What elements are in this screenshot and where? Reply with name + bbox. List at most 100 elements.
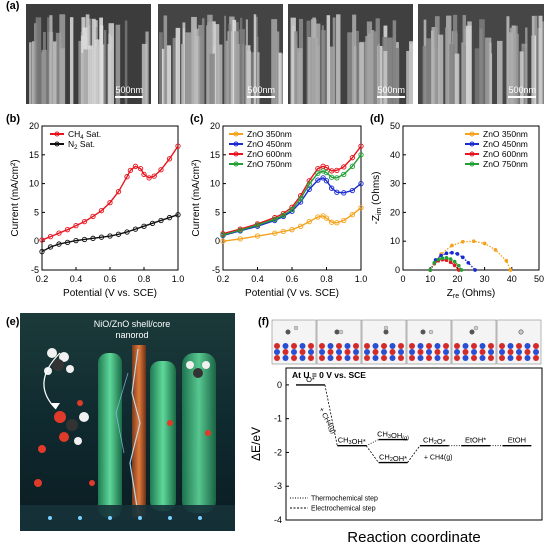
sem-rod — [358, 42, 364, 104]
data-point — [73, 237, 79, 244]
sem-rod — [519, 51, 524, 104]
chart-b: 0.2 0.4 0.6 0.8 1.0 -5 0 5 10 15 20 Potential (V vs… — [10, 121, 184, 299]
lattice-atom — [524, 349, 531, 355]
lattice-atom — [308, 343, 314, 349]
data-point — [334, 189, 340, 195]
data-point — [220, 232, 226, 238]
sem-rod — [465, 25, 472, 104]
sem-rod — [446, 15, 452, 104]
data-point — [237, 227, 243, 233]
sem-rod — [445, 27, 448, 104]
reaction-arrow-head — [50, 403, 60, 409]
sem-rod — [214, 24, 220, 104]
data-point — [141, 223, 147, 229]
legend-label: ZnO 450nm — [483, 139, 528, 149]
lattice-atom — [327, 355, 334, 361]
series-line — [222, 177, 362, 237]
data-point — [450, 250, 454, 255]
lattice-atom — [344, 349, 351, 355]
data-point — [115, 189, 122, 195]
substrate — [20, 505, 235, 531]
nanorod-core — [132, 345, 146, 517]
lattice-atom — [499, 355, 505, 361]
sem-rod — [509, 27, 514, 104]
lattice-atom — [479, 343, 486, 349]
data-point — [254, 222, 261, 228]
y-tick-label: 0 — [277, 380, 282, 390]
legend-label: ZnO 750nm — [247, 159, 292, 169]
legend-label: Thermochemical step — [311, 496, 378, 503]
y-axis-label: Current (mA/cm²) — [191, 159, 202, 236]
data-point — [315, 177, 321, 183]
x-tick-label: 30 — [480, 274, 490, 284]
plot-frame — [402, 125, 540, 271]
sem-rod — [294, 31, 298, 104]
sem-rod — [161, 48, 165, 104]
data-point — [64, 227, 71, 233]
lattice-atom — [274, 349, 280, 355]
lattice-atom — [507, 349, 514, 355]
series-line — [222, 154, 362, 236]
data-point — [323, 164, 330, 171]
lattice-atom — [488, 343, 494, 349]
legend-marker — [233, 151, 239, 157]
scale-bar-2: 500nm — [247, 85, 275, 98]
data-point — [444, 251, 449, 256]
sem-rod — [485, 38, 490, 104]
data-point — [493, 247, 498, 252]
lattice-atom — [327, 349, 334, 355]
data-point — [280, 228, 287, 235]
lattice-atom — [488, 355, 494, 361]
sem-texture-2 — [158, 4, 283, 104]
sem-image-2: 500nm — [158, 4, 283, 104]
data-point — [47, 244, 54, 250]
data-point — [334, 220, 340, 226]
data-point — [124, 174, 130, 180]
sem-rod — [383, 51, 388, 104]
step-connector — [366, 439, 379, 447]
series-line — [41, 214, 179, 253]
step-connector — [365, 445, 379, 463]
lattice-atom — [291, 349, 297, 355]
legend-label: Electrochemical step — [311, 506, 376, 513]
sem-rod — [94, 39, 101, 104]
lattice-atom — [471, 343, 477, 349]
adsorbate-atom — [383, 325, 389, 331]
data-point — [289, 206, 295, 213]
plot-frame — [222, 125, 362, 271]
data-point — [132, 163, 139, 169]
lattice-atom — [409, 343, 415, 349]
x-tick-label: 20 — [452, 274, 462, 284]
data-point — [436, 257, 441, 262]
x-tick-label: 0.6 — [104, 274, 117, 284]
data-point — [90, 213, 96, 220]
data-point — [81, 218, 88, 225]
panel-label-a: (a) — [6, 0, 20, 12]
data-point — [452, 263, 457, 268]
sem-rod — [234, 31, 239, 104]
data-point — [341, 190, 347, 196]
lattice-atom — [344, 343, 351, 349]
series-line — [222, 207, 362, 242]
data-point — [220, 238, 226, 244]
lattice-atom — [524, 355, 531, 361]
lattice-atom — [533, 355, 539, 361]
legend-label: ZnO 350nm — [247, 129, 292, 139]
data-point — [237, 236, 243, 242]
energy-level-label: EtOH* — [465, 436, 486, 445]
sem-rod — [296, 48, 303, 104]
data-point — [329, 219, 335, 225]
x-axis-label: Potential (V vs. SCE) — [63, 288, 157, 299]
sem-rod — [352, 14, 357, 104]
data-point — [448, 257, 453, 261]
sem-rod — [81, 52, 84, 104]
data-point — [107, 233, 113, 239]
sem-rod — [276, 31, 280, 104]
data-point — [149, 220, 156, 226]
series-line — [222, 145, 362, 235]
lattice-atom — [291, 343, 297, 349]
sem-rod — [31, 41, 36, 104]
sem-rod — [47, 17, 50, 104]
data-point — [151, 173, 157, 179]
sem-rod — [224, 15, 227, 104]
